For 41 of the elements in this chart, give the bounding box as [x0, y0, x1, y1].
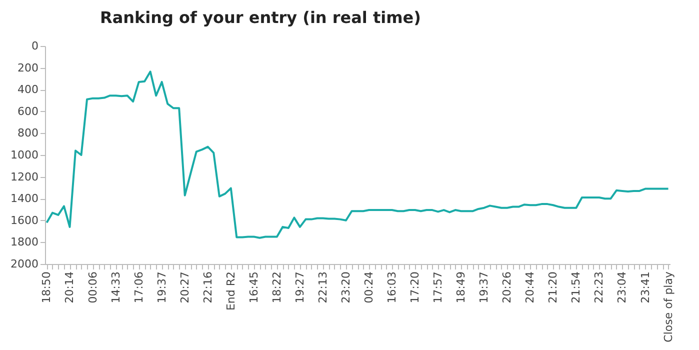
y-tick-label: 400	[18, 83, 38, 96]
x-tick-label: 16:03	[386, 272, 399, 304]
x-tick-label: 22:13	[316, 272, 330, 304]
y-tick-label: 200	[18, 61, 38, 74]
y-tick-label: 1000	[10, 148, 38, 162]
x-tick-label: Close of play	[662, 271, 675, 342]
x-tick-label: 18:49	[454, 272, 468, 304]
x-tick-label: 17:57	[432, 272, 445, 304]
x-tick-label: 19:37	[155, 272, 168, 304]
y-tick-label: 800	[18, 126, 38, 140]
x-tick-label: 19:27	[293, 272, 306, 304]
y-tick-label: 2000	[10, 258, 38, 270]
line-series	[46, 70, 670, 239]
x-tick-label: End R2	[224, 272, 238, 311]
x-tick-label: 22:16	[201, 272, 214, 304]
x-tick-label: 18:50	[40, 272, 54, 304]
x-tick-label: 00:06	[86, 272, 100, 304]
y-tick-label: 1600	[10, 214, 38, 227]
x-tick-label: 23:41	[638, 272, 652, 304]
y-tick-label: 600	[18, 104, 38, 118]
x-tick-label: 00:24	[362, 272, 376, 304]
x-tick-label: 18:22	[270, 272, 284, 304]
y-tick-label: 1400	[10, 192, 38, 206]
x-tick-label: 19:37	[478, 272, 491, 304]
x-tick-label: 21:54	[570, 272, 583, 304]
y-tick-label: 1800	[10, 236, 38, 249]
y-tick-label: 0	[32, 40, 38, 52]
x-tick-label: 23:20	[339, 272, 352, 304]
x-tick-label: 20:26	[500, 272, 514, 304]
x-tick-label: 23:04	[616, 272, 629, 304]
x-tick-label: 20:44	[524, 272, 537, 304]
x-tick-label: 14:33	[109, 272, 122, 304]
x-tick-label: 20:14	[63, 272, 76, 304]
x-tick-label: 16:45	[247, 272, 260, 304]
x-tick-label: 21:20	[546, 272, 560, 304]
x-tick-label: 20:27	[178, 272, 192, 304]
x-tick-label: 17:06	[132, 272, 146, 304]
y-tick-label: 1200	[10, 170, 38, 184]
x-tick-label: 22:23	[592, 272, 606, 304]
x-tick-label: 17:20	[408, 272, 422, 304]
chart-title: Ranking of your entry (in real time)	[100, 8, 421, 27]
